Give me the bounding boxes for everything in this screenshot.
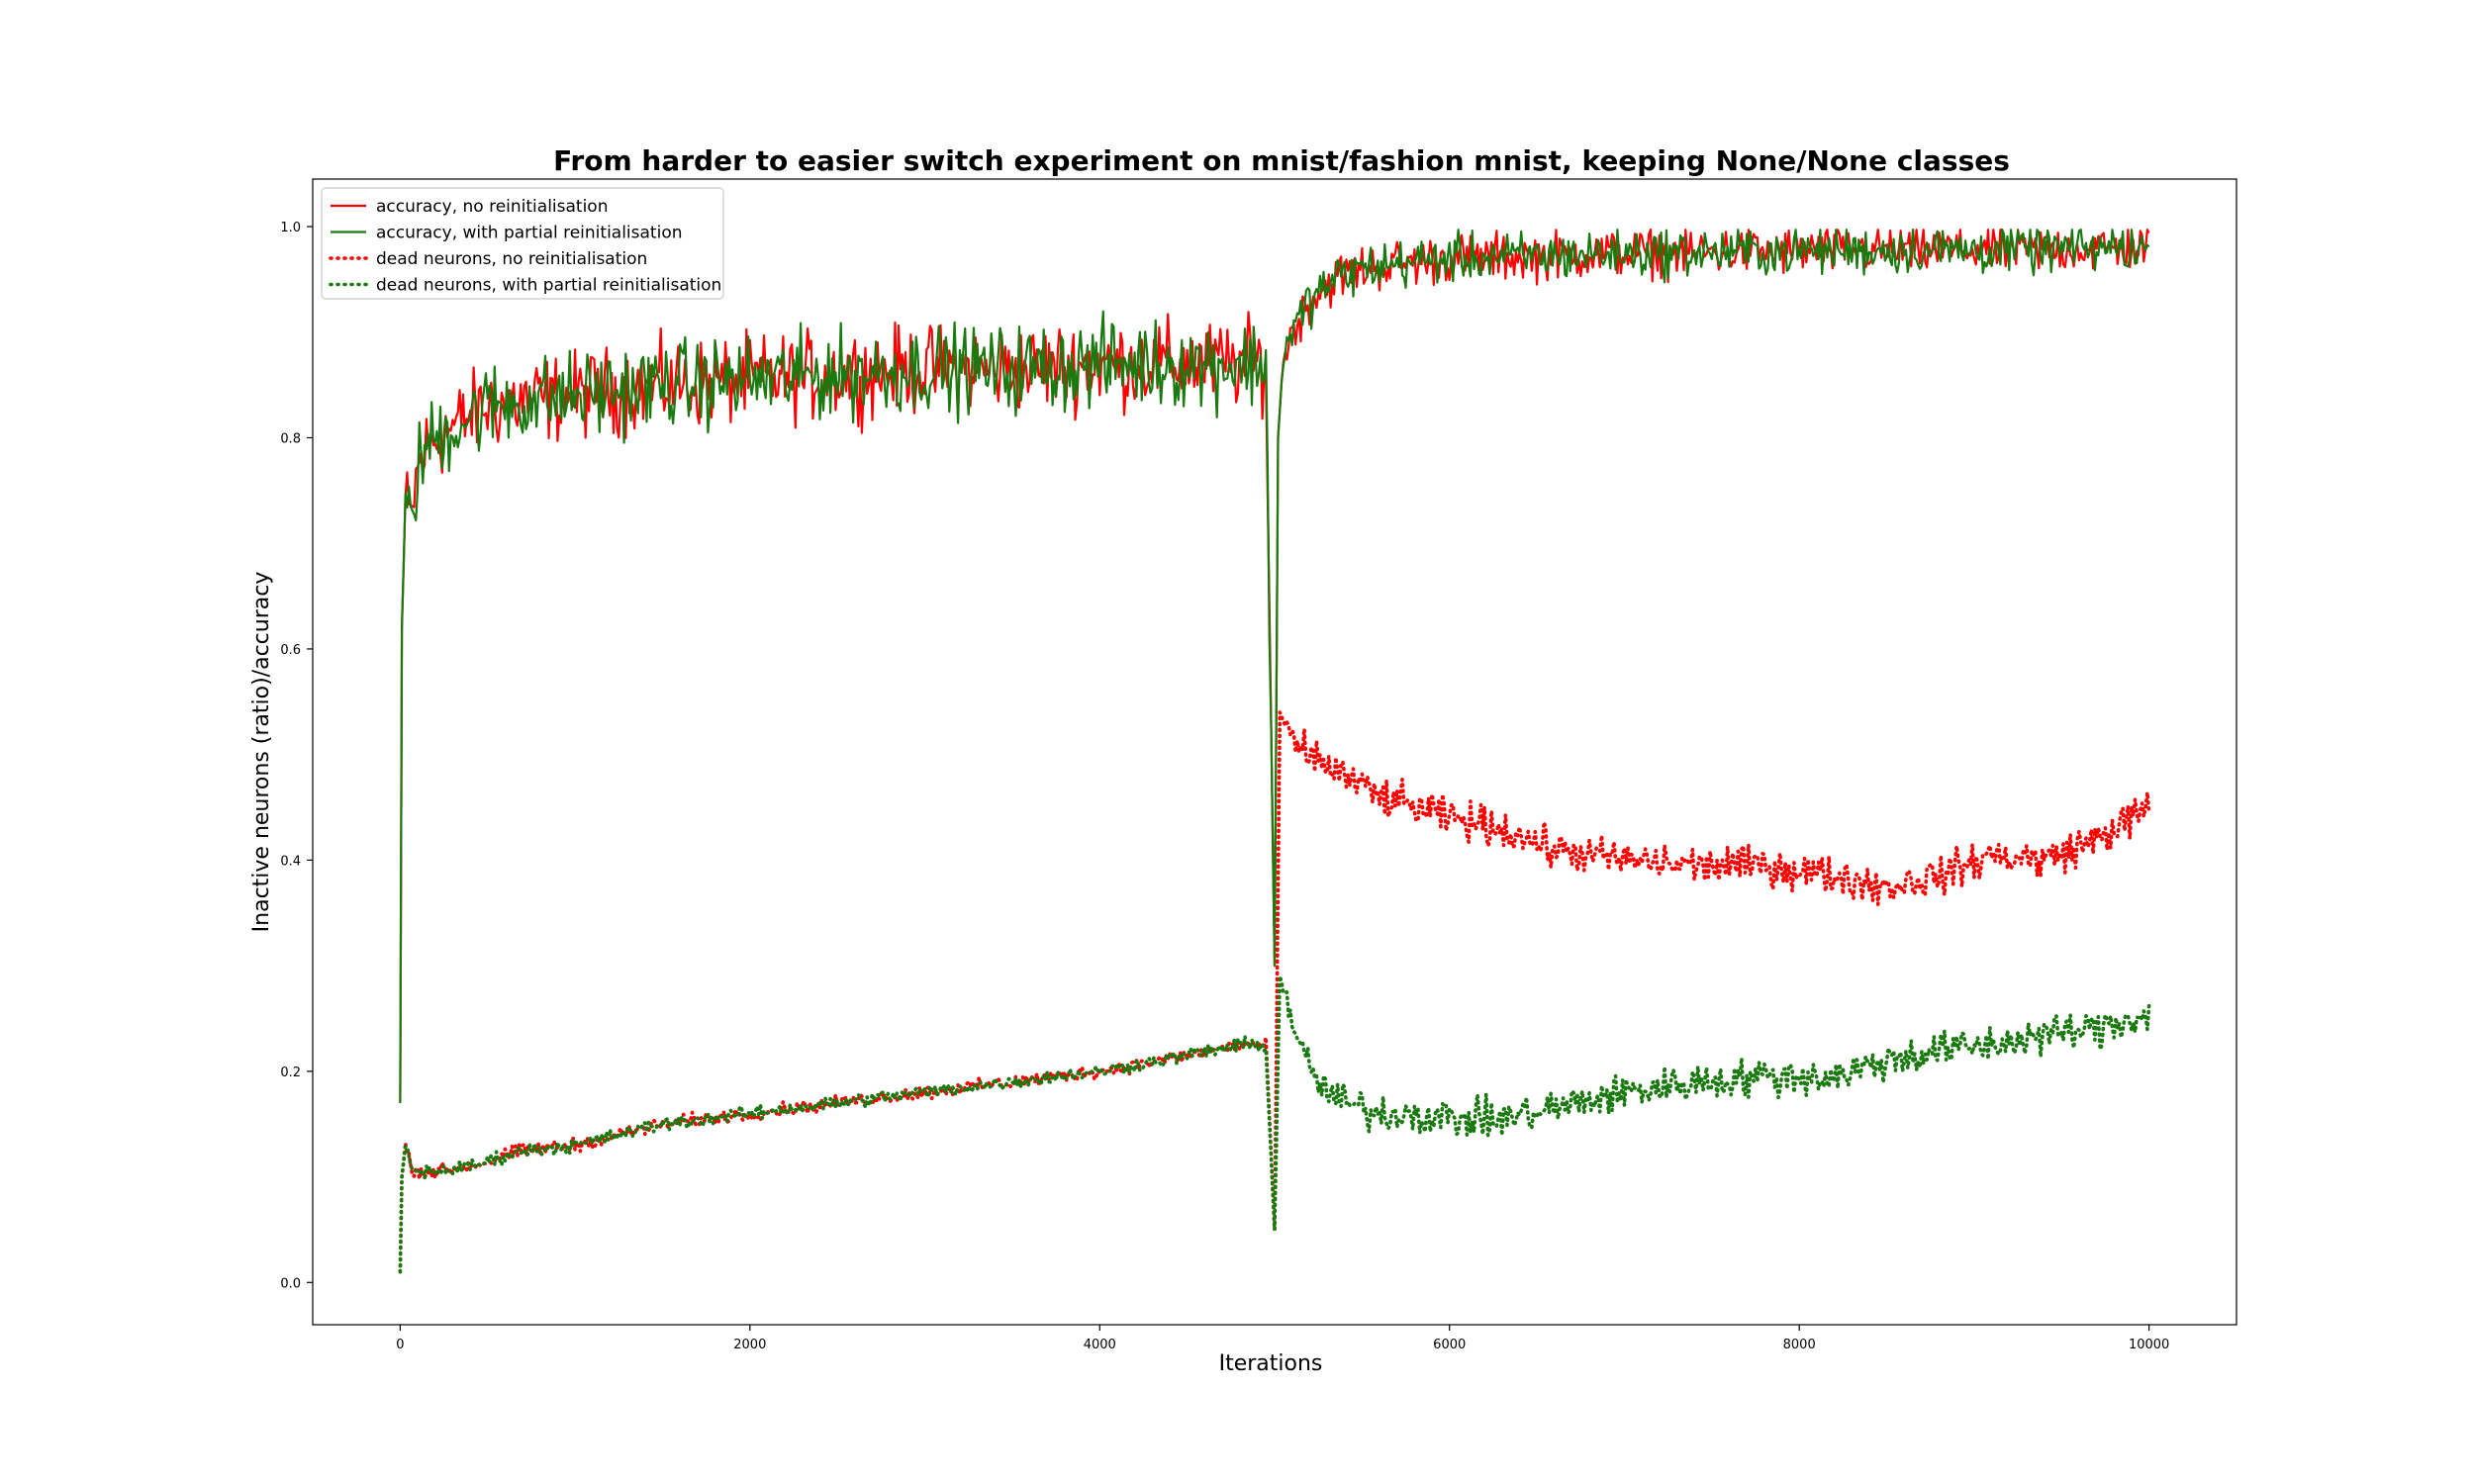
x-tick-label: 10000: [2129, 1338, 2169, 1352]
y-tick-label: 0.4: [280, 854, 301, 869]
y-axis: 0.0 0.2 0.4 0.6 0.8 1.0: [280, 221, 313, 1291]
x-tick-label: 4000: [1084, 1338, 1116, 1352]
legend-label-dead-neurons-no-reinit: dead neurons, no reinitialisation: [376, 249, 647, 269]
legend-label-accuracy-no-reinit: accuracy, no reinitialisation: [376, 197, 608, 217]
legend-box: [321, 187, 724, 300]
y-axis-label: Inactive neurons (ratio)/accuracy: [249, 572, 274, 933]
x-tick-label: 8000: [1783, 1338, 1816, 1352]
legend-label-accuracy-partial-reinit: accuracy, with partial reinitialisation: [376, 224, 683, 243]
legend-label-dead-neurons-partial-reinit: dead neurons, with partial reinitialisat…: [376, 276, 721, 296]
plot-area: [398, 229, 2151, 1274]
series-line-dead-neurons-partial-reinit: [398, 974, 2151, 1274]
x-axis-label: Iterations: [1219, 1351, 1323, 1376]
x-tick-label: 0: [396, 1338, 404, 1352]
x-axis: 0 2000 4000 6000 8000 10000: [396, 1325, 2169, 1352]
chart-title: From harder to easier switch experiment …: [553, 144, 2010, 177]
legend: accuracy, no reinitialisation accuracy, w…: [321, 187, 724, 300]
y-tick-label: 0.6: [280, 643, 301, 658]
series-line-accuracy-partial-reinit: [399, 229, 2150, 1103]
y-tick-label: 1.0: [280, 221, 301, 235]
x-tick-label: 6000: [1433, 1338, 1466, 1352]
x-tick-label: 2000: [733, 1338, 766, 1352]
plot-frame: [312, 178, 2237, 1326]
y-tick-label: 0.8: [280, 431, 301, 446]
y-tick-label: 0.0: [280, 1276, 301, 1291]
y-tick-label: 0.2: [280, 1066, 301, 1080]
